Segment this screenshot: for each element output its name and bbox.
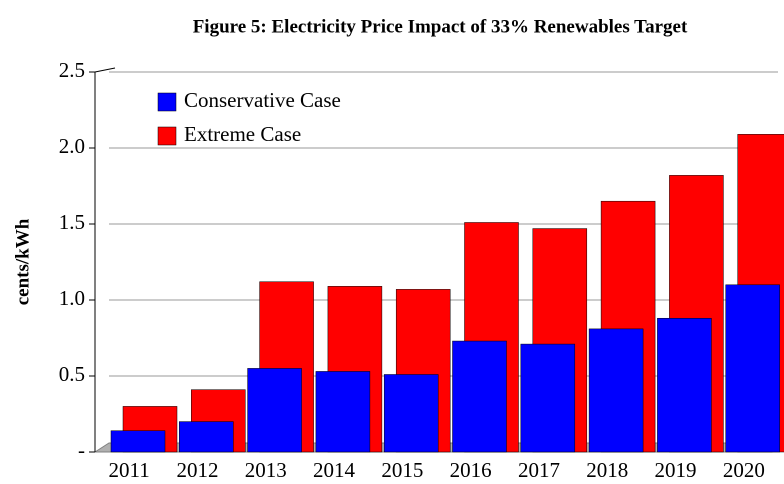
x-tick-label: 2011 — [109, 458, 150, 482]
y-axis-back — [94, 67, 116, 73]
chart-title: Figure 5: Electricity Price Impact of 33… — [193, 16, 688, 37]
y-tick-label: 1.0 — [59, 286, 85, 310]
bar — [520, 343, 576, 453]
x-tick-label: 2014 — [313, 458, 356, 482]
x-tick-label: 2016 — [450, 458, 492, 482]
y-tick-label: - — [78, 438, 85, 462]
bar — [452, 340, 507, 453]
bar — [588, 328, 644, 453]
bar — [179, 421, 234, 453]
x-tick-label: 2017 — [518, 458, 560, 482]
x-tick-label: 2018 — [586, 458, 628, 482]
bar — [725, 284, 780, 453]
x-tick-label: 2012 — [176, 458, 218, 482]
x-tick-label: 2013 — [245, 458, 287, 482]
bar — [315, 371, 371, 453]
x-tick-label: 2015 — [381, 458, 423, 482]
y-tick-label: 1.5 — [59, 210, 85, 234]
legend-label: Conservative Case — [184, 88, 341, 112]
bar — [383, 374, 439, 453]
x-tick-label: 2020 — [723, 458, 765, 482]
y-tick-label: 0.5 — [59, 362, 85, 386]
y-tick-label: 2.0 — [59, 134, 85, 158]
legend-swatch — [157, 92, 177, 112]
bar — [247, 368, 302, 453]
y-tick-label: 2.5 — [59, 58, 85, 82]
bar — [657, 317, 712, 453]
bar — [110, 430, 166, 453]
y-axis-label: cents/kWh — [12, 218, 33, 305]
legend-label: Extreme Case — [184, 122, 301, 146]
legend-swatch — [157, 126, 177, 146]
x-tick-label: 2019 — [655, 458, 697, 482]
